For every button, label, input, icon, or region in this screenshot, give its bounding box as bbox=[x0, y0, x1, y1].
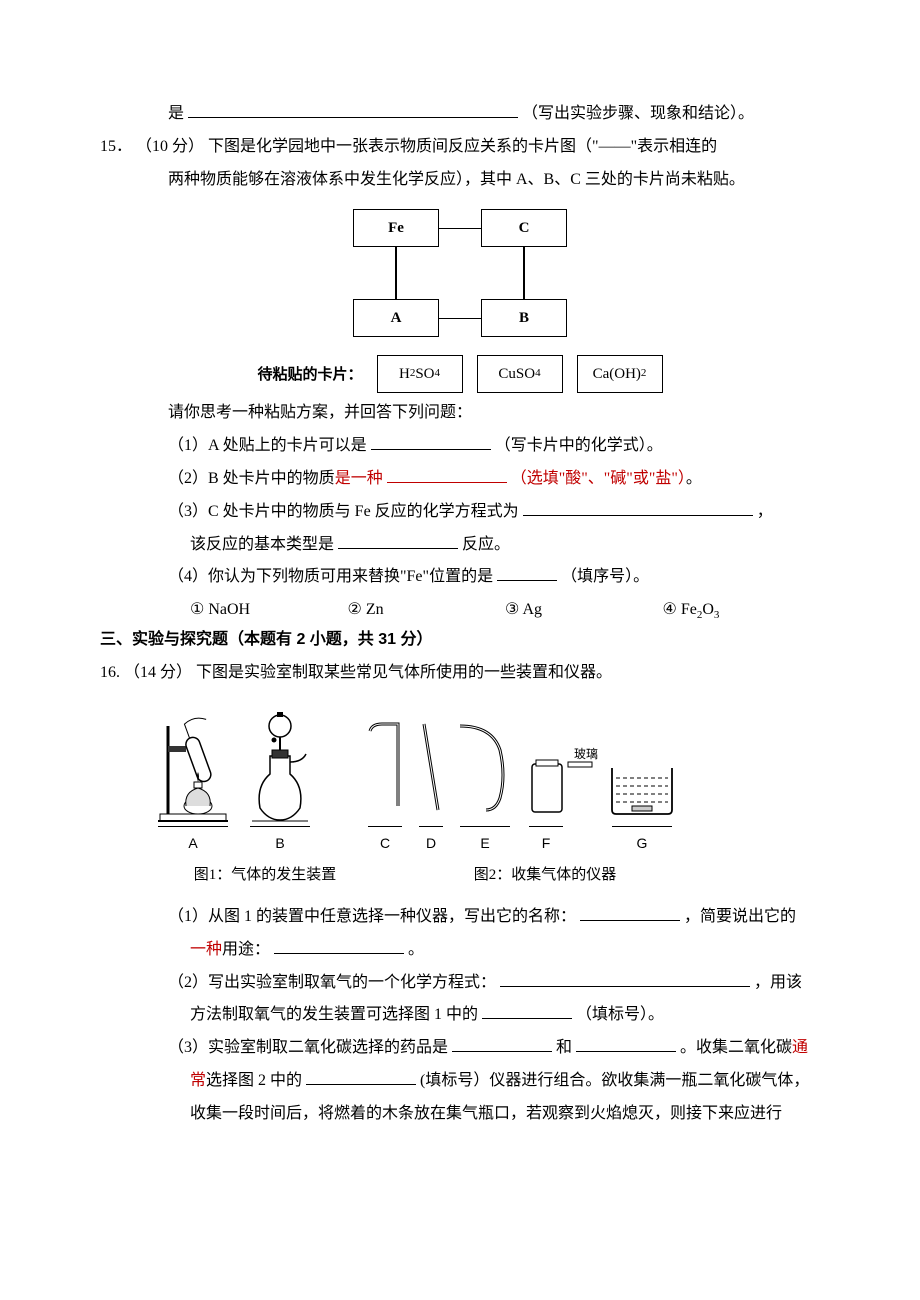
q16-sub3-blank1 bbox=[452, 1036, 552, 1052]
q16-sub2b-blank bbox=[482, 1003, 572, 1019]
q15-options: ① NaOH ② Zn ③ Ag ④ Fe2O3 bbox=[100, 596, 820, 626]
q16-sub3b-blank bbox=[306, 1069, 416, 1085]
opt3: ③ Ag bbox=[505, 596, 663, 626]
card-diagram: Fe C A B 待粘贴的卡片： H2SO4 CuSO4 Ca(OH)2 bbox=[100, 209, 820, 393]
card-b: B bbox=[481, 299, 567, 337]
q15-sub2: （2）B 处卡片中的物质是一种 （选填"酸"、"碱"或"盐"）。 bbox=[100, 465, 820, 494]
q16-sub2: （2）写出实验室制取氧气的一个化学方程式： ，用该 bbox=[100, 969, 820, 998]
q15-sub3b: 该反应的基本类型是 反应。 bbox=[100, 531, 820, 560]
apparatus-d: D bbox=[416, 706, 446, 856]
q16-sub3: （3）实验室制取二氧化碳选择的药品是 和 。收集二氧化碳通 bbox=[100, 1034, 820, 1063]
apparatus-e: E bbox=[452, 706, 518, 856]
card-c: C bbox=[481, 209, 567, 247]
glass-plate-label: 玻璃片 bbox=[574, 747, 598, 761]
q15-sub3: （3）C 处卡片中的物质与 Fe 反应的化学方程式为 ， bbox=[100, 498, 820, 527]
opt4: ④ Fe2O3 bbox=[663, 596, 821, 626]
q14-suffix: （写出实验步骤、现象和结论）。 bbox=[522, 105, 754, 122]
q16-sub1c: 一种用途： 。 bbox=[100, 936, 820, 965]
card-fe: Fe bbox=[353, 209, 439, 247]
q15-sub4-blank bbox=[497, 565, 557, 581]
hconn-top bbox=[439, 228, 481, 230]
q15-stem2-line: 两种物质能够在溶液体系中发生化学反应），其中 A、B、C 三处的卡片尚未粘贴。 bbox=[100, 166, 820, 195]
q16-sub1c-blank bbox=[274, 938, 404, 954]
q15-sub1-blank bbox=[371, 434, 491, 450]
apparatus-a: A bbox=[150, 706, 236, 856]
q15-bridge: 请你思考一种粘贴方案，并回答下列问题： bbox=[100, 399, 820, 428]
paste-card-2: CuSO4 bbox=[477, 355, 563, 393]
card-a: A bbox=[353, 299, 439, 337]
section3-heading: 三、实验与探究题（本题有 2 小题，共 31 分） bbox=[100, 626, 820, 655]
vlines-row bbox=[100, 247, 820, 299]
apparatus-figure: A B C bbox=[150, 706, 820, 856]
paste-label: 待粘贴的卡片： bbox=[257, 361, 362, 388]
q16-sub3-red2: 常 bbox=[190, 1072, 206, 1089]
q16-sub3-blank2 bbox=[576, 1036, 676, 1052]
q14-prefix: 是 bbox=[168, 105, 184, 122]
q16-sub1: （1）从图 1 的装置中任意选择一种仪器，写出它的名称： ，简要说出它的 bbox=[100, 903, 820, 932]
q16-sub1-blank1 bbox=[580, 905, 680, 921]
paste-card-3: Ca(OH)2 bbox=[577, 355, 663, 393]
card-bottom-row: A B bbox=[100, 299, 820, 337]
vline-right bbox=[523, 247, 525, 299]
q15-sub4: （4）你认为下列物质可用来替换"Fe"位置的是 （填序号）。 bbox=[100, 563, 820, 592]
apparatus-c: C bbox=[360, 706, 410, 856]
q15-stem: 15． （10 分） 下图是化学园地中一张表示物质间反应关系的卡片图（"——"表… bbox=[100, 133, 820, 162]
q15-sub3-blank bbox=[523, 500, 753, 516]
apparatus-captions: 图1：气体的发生装置 图2：收集气体的仪器 bbox=[150, 862, 820, 889]
hconn-bottom bbox=[439, 318, 481, 320]
apparatus-b: B bbox=[242, 706, 318, 856]
q16-sub2-blank bbox=[500, 971, 750, 987]
q15-sub3b-blank bbox=[338, 533, 458, 549]
q15-sub1: （1）A 处贴上的卡片可以是 （写卡片中的化学式）。 bbox=[100, 432, 820, 461]
q14-blank bbox=[188, 102, 518, 118]
q16-stem: 16. （14 分） 下图是实验室制取某些常见气体所使用的一些装置和仪器。 bbox=[100, 659, 820, 688]
q14-trailing-line: 是 （写出实验步骤、现象和结论）。 bbox=[100, 100, 820, 129]
paste-row: 待粘贴的卡片： H2SO4 CuSO4 Ca(OH)2 bbox=[100, 355, 820, 393]
q15-stem2: 两种物质能够在溶液体系中发生化学反应），其中 A、B、C 三处的卡片尚未粘贴。 bbox=[168, 171, 745, 188]
apparatus-g: G bbox=[604, 706, 680, 856]
q16-points: （14 分） bbox=[124, 664, 192, 681]
apparatus-f: 玻璃片 F bbox=[524, 706, 598, 856]
q15-stem1: 下图是化学园地中一张表示物质间反应关系的卡片图（"——"表示相连的 bbox=[208, 138, 717, 155]
q16-sub3b: 常选择图 2 中的 (填标号）仪器进行组合。欲收集满一瓶二氧化碳气体， bbox=[100, 1067, 820, 1096]
q15-sub2-blank bbox=[387, 467, 507, 483]
q15-points: （10 分） bbox=[136, 138, 204, 155]
q16-sub3c: 收集一段时间后，将燃着的木条放在集气瓶口，若观察到火焰熄灭，则接下来应进行 bbox=[100, 1100, 820, 1129]
q15-number: 15． bbox=[100, 138, 132, 155]
q16-sub3-red1: 通 bbox=[792, 1039, 808, 1056]
q16-number: 16. bbox=[100, 664, 120, 681]
caption-2: 图2：收集气体的仪器 bbox=[380, 862, 710, 889]
opt2: ② Zn bbox=[348, 596, 506, 626]
vline-left bbox=[395, 247, 397, 299]
q16-sub2b: 方法制取氧气的发生装置可选择图 1 中的 （填标号）。 bbox=[100, 1001, 820, 1030]
q16-stem-text: 下图是实验室制取某些常见气体所使用的一些装置和仪器。 bbox=[196, 664, 612, 681]
paste-card-1: H2SO4 bbox=[377, 355, 463, 393]
caption-1: 图1：气体的发生装置 bbox=[150, 862, 380, 889]
opt1: ① NaOH bbox=[190, 596, 348, 626]
card-top-row: Fe C bbox=[100, 209, 820, 247]
